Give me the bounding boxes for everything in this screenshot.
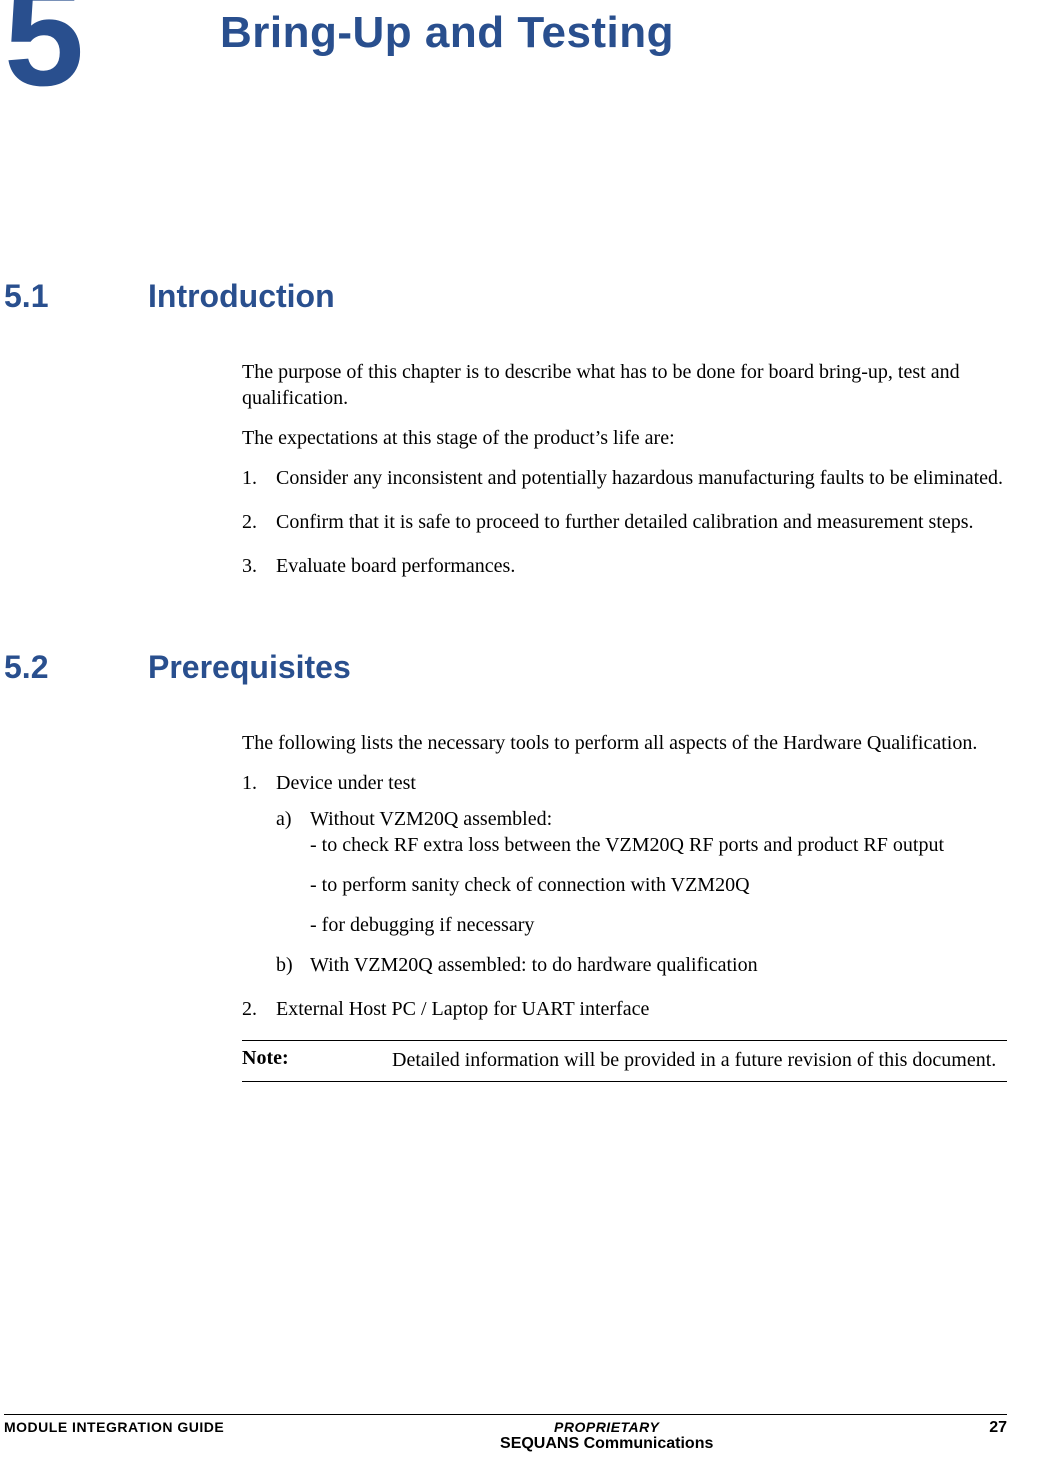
section-title: Introduction bbox=[148, 278, 335, 315]
list-text: Without VZM20Q assembled: bbox=[310, 808, 552, 830]
list-marker: 1. bbox=[242, 770, 257, 796]
list-text: Consider any inconsistent and potentiall… bbox=[276, 467, 1003, 489]
list-item: b) With VZM20Q assembled: to do hardware… bbox=[276, 952, 1007, 978]
note-block: Note: Detailed information will be provi… bbox=[242, 1040, 1007, 1082]
note-label: Note: bbox=[242, 1047, 392, 1073]
section-heading-5-2: 5.2 Prerequisites bbox=[4, 649, 1051, 686]
note-text: Detailed information will be provided in… bbox=[392, 1047, 996, 1073]
list-item: 1. Consider any inconsistent and potenti… bbox=[242, 465, 1007, 491]
paragraph: The expectations at this stage of the pr… bbox=[242, 425, 1007, 451]
paragraph: The purpose of this chapter is to descri… bbox=[242, 359, 1007, 411]
list-item: 3. Evaluate board performances. bbox=[242, 553, 1007, 579]
list-marker: b) bbox=[276, 952, 293, 978]
sub-line: - to perform sanity check of connection … bbox=[310, 872, 1007, 898]
list-text: With VZM20Q assembled: to do hardware qu… bbox=[310, 954, 758, 976]
list-marker: 2. bbox=[242, 509, 257, 535]
ordered-list: 1. Consider any inconsistent and potenti… bbox=[242, 465, 1007, 579]
footer-page-number: 27 bbox=[989, 1419, 1007, 1437]
footer-left: MODULE INTEGRATION GUIDE bbox=[4, 1419, 224, 1435]
section-5-1-body: The purpose of this chapter is to descri… bbox=[242, 359, 1007, 579]
page-footer: MODULE INTEGRATION GUIDE PROPRIETARY SEQ… bbox=[4, 1414, 1007, 1453]
list-marker: 2. bbox=[242, 996, 257, 1022]
list-marker: a) bbox=[276, 806, 292, 832]
chapter-title: Bring-Up and Testing bbox=[220, 8, 1051, 58]
list-marker: 1. bbox=[242, 465, 257, 491]
footer-rule bbox=[4, 1414, 1007, 1415]
footer-center: PROPRIETARY SEQUANS Communications bbox=[224, 1419, 989, 1453]
section-number: 5.2 bbox=[4, 649, 144, 686]
list-item: 2. Confirm that it is safe to proceed to… bbox=[242, 509, 1007, 535]
sub-lines: - to check RF extra loss between the VZM… bbox=[310, 832, 1007, 938]
list-text: Device under test bbox=[276, 772, 416, 794]
alpha-list: a) Without VZM20Q assembled: - to check … bbox=[276, 806, 1007, 978]
section-title: Prerequisites bbox=[148, 649, 351, 686]
footer-proprietary: PROPRIETARY bbox=[224, 1419, 989, 1435]
sub-line: - for debugging if necessary bbox=[310, 912, 1007, 938]
section-number: 5.1 bbox=[4, 278, 144, 315]
list-item: 1. Device under test a) Without VZM20Q a… bbox=[242, 770, 1007, 978]
section-heading-5-1: 5.1 Introduction bbox=[4, 278, 1051, 315]
chapter-number: 5 bbox=[4, 0, 84, 108]
chapter-header: 5 Bring-Up and Testing bbox=[0, 8, 1051, 58]
ordered-list: 1. Device under test a) Without VZM20Q a… bbox=[242, 770, 1007, 1022]
section-5-2-body: The following lists the necessary tools … bbox=[242, 730, 1007, 1022]
list-item: 2. External Host PC / Laptop for UART in… bbox=[242, 996, 1007, 1022]
list-marker: 3. bbox=[242, 553, 257, 579]
sub-line: - to check RF extra loss between the VZM… bbox=[310, 832, 1007, 858]
list-text: Confirm that it is safe to proceed to fu… bbox=[276, 511, 974, 533]
footer-company: SEQUANS Communications bbox=[224, 1435, 989, 1453]
list-text: Evaluate board performances. bbox=[276, 555, 515, 577]
paragraph: The following lists the necessary tools … bbox=[242, 730, 1007, 756]
list-text: External Host PC / Laptop for UART inter… bbox=[276, 998, 649, 1020]
list-item: a) Without VZM20Q assembled: - to check … bbox=[276, 806, 1007, 938]
